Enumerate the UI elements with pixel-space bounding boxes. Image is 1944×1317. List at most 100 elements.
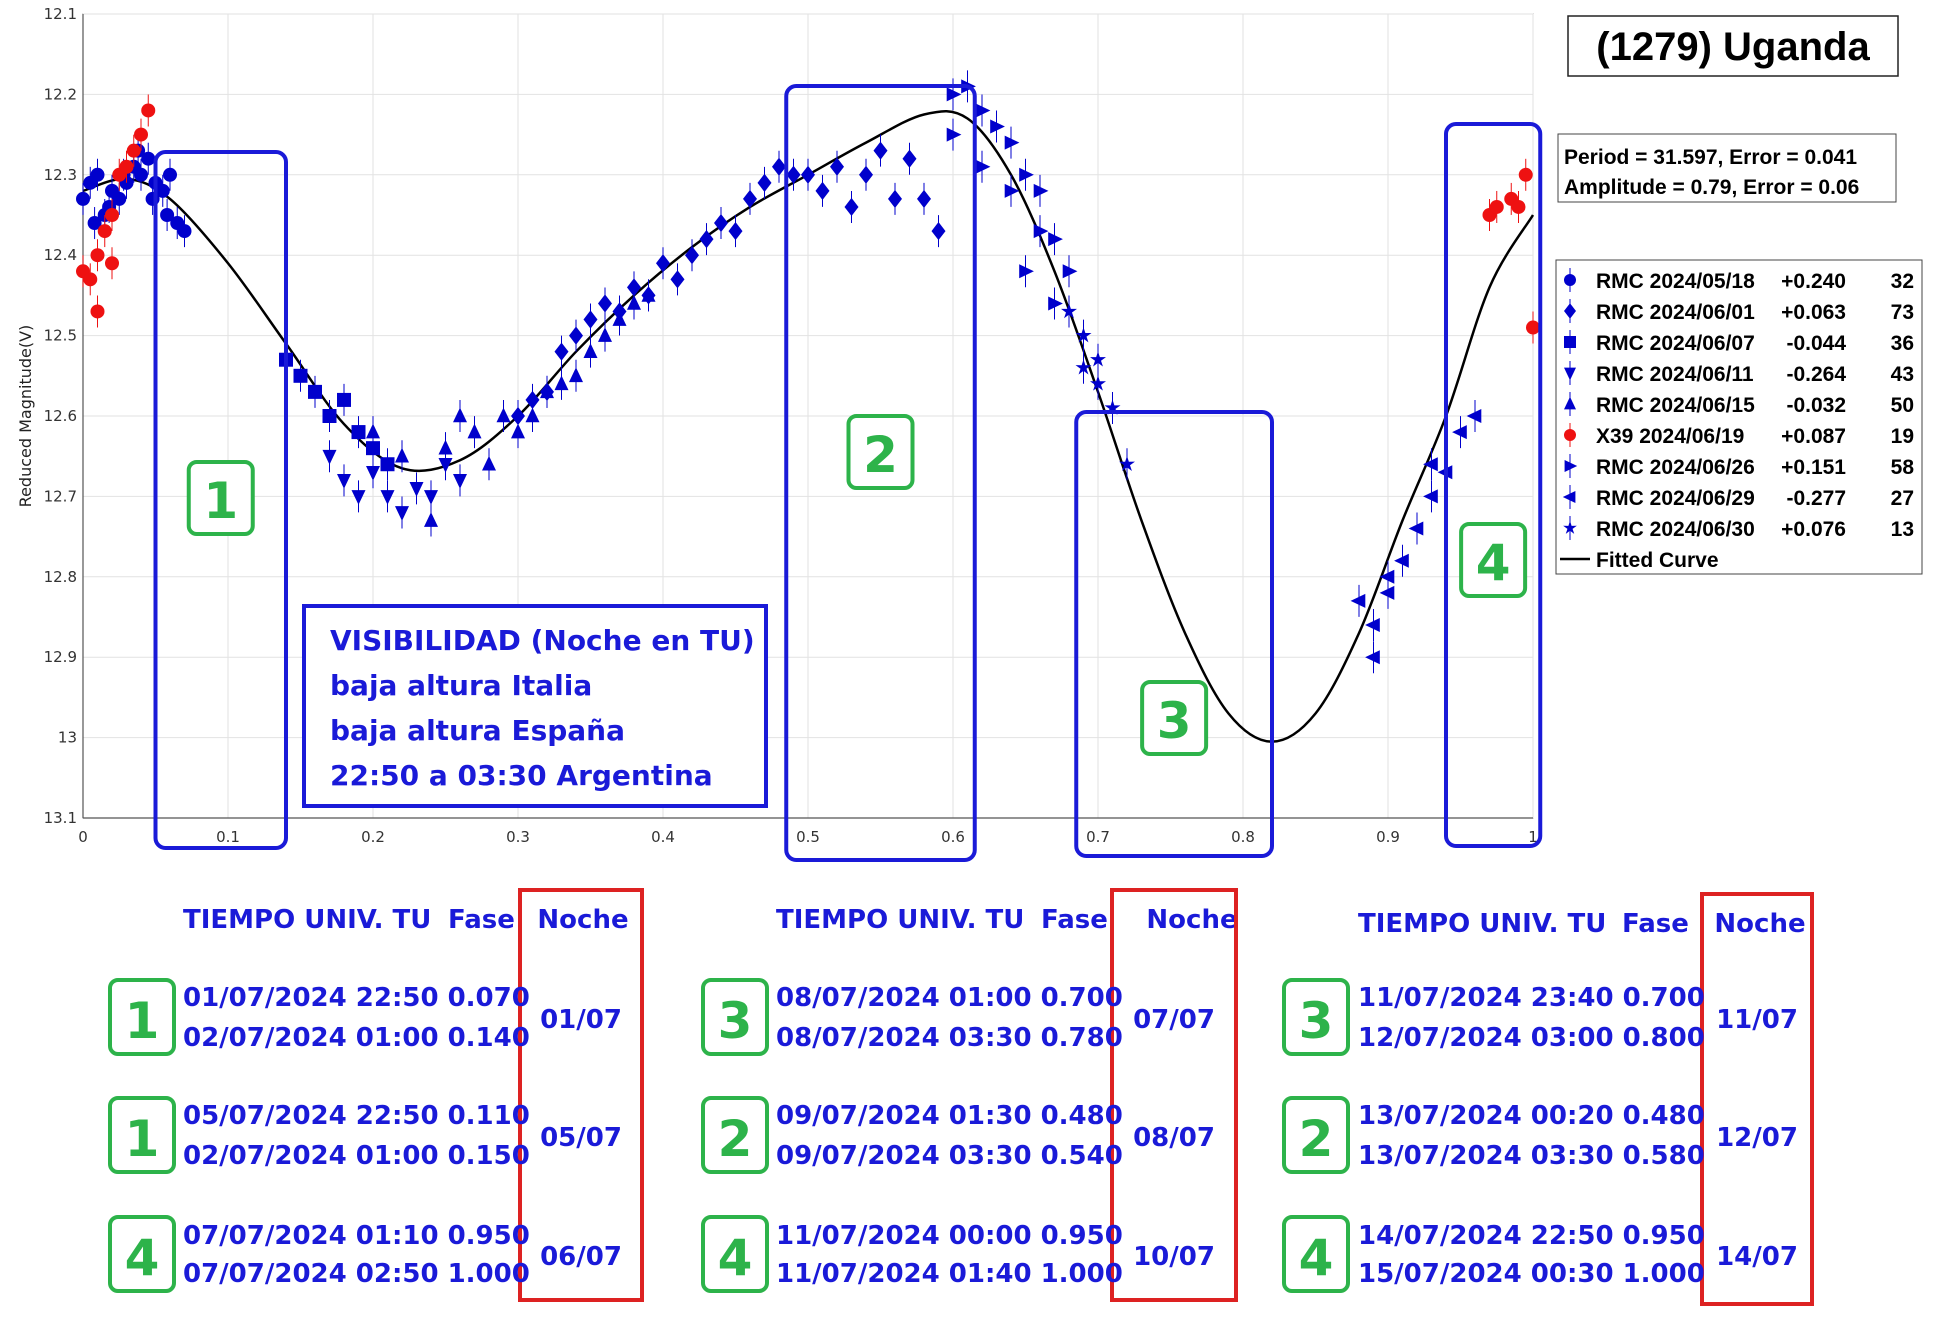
group-number-box — [1282, 1215, 1350, 1293]
data-point — [975, 103, 991, 118]
data-point — [670, 270, 685, 289]
y-tick-label: 12.4 — [44, 246, 77, 264]
data-point — [1423, 457, 1438, 472]
group-number-box — [108, 1096, 176, 1174]
legend-offset: -0.277 — [1786, 487, 1846, 510]
legend-count: 73 — [1891, 301, 1914, 324]
group-number-box — [1282, 1096, 1350, 1174]
legend-label: RMC 2024/06/26 — [1596, 456, 1755, 479]
x-tick-label: 0.2 — [361, 828, 385, 846]
schedule-group: 3 08/07/2024 01:00 0.700 08/07/2024 03:30 … — [701, 978, 1215, 1056]
legend-label: RMC 2024/06/11 — [1596, 363, 1754, 386]
data-point — [177, 224, 192, 239]
schedule-row: 07/07/2024 01:10 0.950 — [183, 1221, 530, 1251]
data-point — [1379, 585, 1395, 600]
data-point — [569, 367, 583, 383]
series-2 — [279, 343, 395, 481]
x-tick-label: 0.3 — [506, 828, 530, 846]
data-point — [322, 449, 337, 465]
y-tick-label: 12.9 — [44, 648, 77, 666]
legend-offset: -0.264 — [1786, 363, 1846, 386]
data-point — [990, 119, 1005, 134]
legend-count: 13 — [1891, 518, 1914, 541]
legend-label: RMC 2024/06/29 — [1596, 487, 1755, 510]
legend-entry: RMC 2024/05/18 +0.240 32 — [1564, 268, 1914, 293]
data-point — [525, 390, 540, 410]
visibility-box — [302, 604, 768, 808]
series-8 — [1061, 295, 1135, 481]
data-point — [685, 246, 699, 265]
group-number: 4 — [718, 1229, 753, 1287]
legend-marker — [1564, 460, 1578, 472]
schedule-row: 11/07/2024 01:40 1.000 — [776, 1259, 1123, 1289]
noche-value: 07/07 — [1133, 1005, 1215, 1035]
schedule-row: 01/07/2024 22:50 0.070 — [183, 983, 530, 1013]
x-tick-label: 0.8 — [1231, 828, 1255, 846]
data-point — [569, 326, 583, 345]
group-number: 3 — [718, 992, 753, 1050]
legend-count: 32 — [1891, 270, 1914, 293]
legend-marker — [1564, 367, 1576, 381]
data-point — [511, 406, 525, 426]
phase-number: 3 — [1157, 692, 1192, 750]
data-point — [888, 189, 902, 209]
legend-offset: +0.240 — [1781, 270, 1846, 293]
x-tick-label: 1 — [1528, 828, 1538, 846]
data-point — [902, 149, 917, 168]
data-point — [714, 213, 728, 233]
noche-column-box — [1700, 892, 1814, 1306]
data-point — [757, 173, 772, 192]
group-number-box — [701, 1215, 769, 1293]
data-point — [1075, 327, 1092, 343]
data-point — [554, 342, 569, 361]
data-point — [424, 512, 438, 527]
schedule-group: 4 07/07/2024 01:10 0.950 07/07/2024 02:50 … — [108, 1215, 622, 1293]
data-point — [76, 191, 90, 206]
x-tick-label: 0 — [78, 828, 88, 846]
data-point — [155, 183, 170, 198]
y-tick-label: 13.1 — [44, 809, 77, 827]
schedule-group: 3 11/07/2024 23:40 0.700 12/07/2024 03:00 … — [1282, 978, 1798, 1056]
data-point — [1061, 303, 1077, 319]
schedule-table-1: TIEMPO UNIV. TU Fase Noche 1 01/07/2024 22:5… — [108, 888, 644, 1302]
noche-column-box — [1110, 888, 1238, 1302]
group-number: 1 — [125, 1110, 160, 1168]
data-point — [627, 295, 641, 310]
data-point — [699, 230, 714, 249]
x-tick-label: 0.7 — [1086, 828, 1110, 846]
data-point — [859, 165, 873, 184]
data-point — [1466, 409, 1482, 423]
legend-label: RMC 2024/06/15 — [1596, 394, 1755, 417]
group-number-box — [701, 978, 769, 1056]
data-point — [1408, 521, 1424, 536]
group-number: 4 — [1299, 1229, 1334, 1287]
legend-offset: +0.076 — [1781, 518, 1846, 541]
y-tick-label: 12.6 — [44, 407, 77, 425]
data-point — [380, 490, 395, 505]
data-point — [83, 272, 98, 287]
data-point — [496, 407, 511, 423]
data-point — [380, 457, 395, 472]
data-point — [1518, 167, 1533, 182]
schedule-row: 14/07/2024 22:50 0.950 — [1358, 1221, 1705, 1251]
legend-marker — [1564, 336, 1576, 348]
phase-number-box — [1459, 522, 1528, 598]
legend-entry: RMC 2024/06/11 -0.264 43 — [1564, 361, 1914, 386]
data-point — [1119, 455, 1135, 472]
schedule-row: 13/07/2024 03:30 0.580 — [1358, 1141, 1705, 1171]
data-point — [1090, 351, 1106, 367]
legend-count: 36 — [1891, 332, 1914, 355]
schedule-row: 12/07/2024 03:00 0.800 — [1358, 1023, 1705, 1053]
data-point — [873, 141, 888, 160]
data-point — [1075, 359, 1092, 375]
data-point — [351, 425, 366, 440]
legend-label: RMC 2024/06/07 — [1596, 332, 1755, 355]
visibility-line: VISIBILIDAD (Noche en TU) — [330, 624, 755, 657]
data-point — [772, 157, 786, 176]
data-point — [126, 143, 141, 158]
data-point — [801, 165, 815, 184]
data-point — [119, 159, 134, 174]
chart-title: (1279) Uganda — [1596, 25, 1870, 69]
phase-number: 2 — [863, 426, 898, 484]
table-header-noche: Noche — [1714, 909, 1805, 939]
